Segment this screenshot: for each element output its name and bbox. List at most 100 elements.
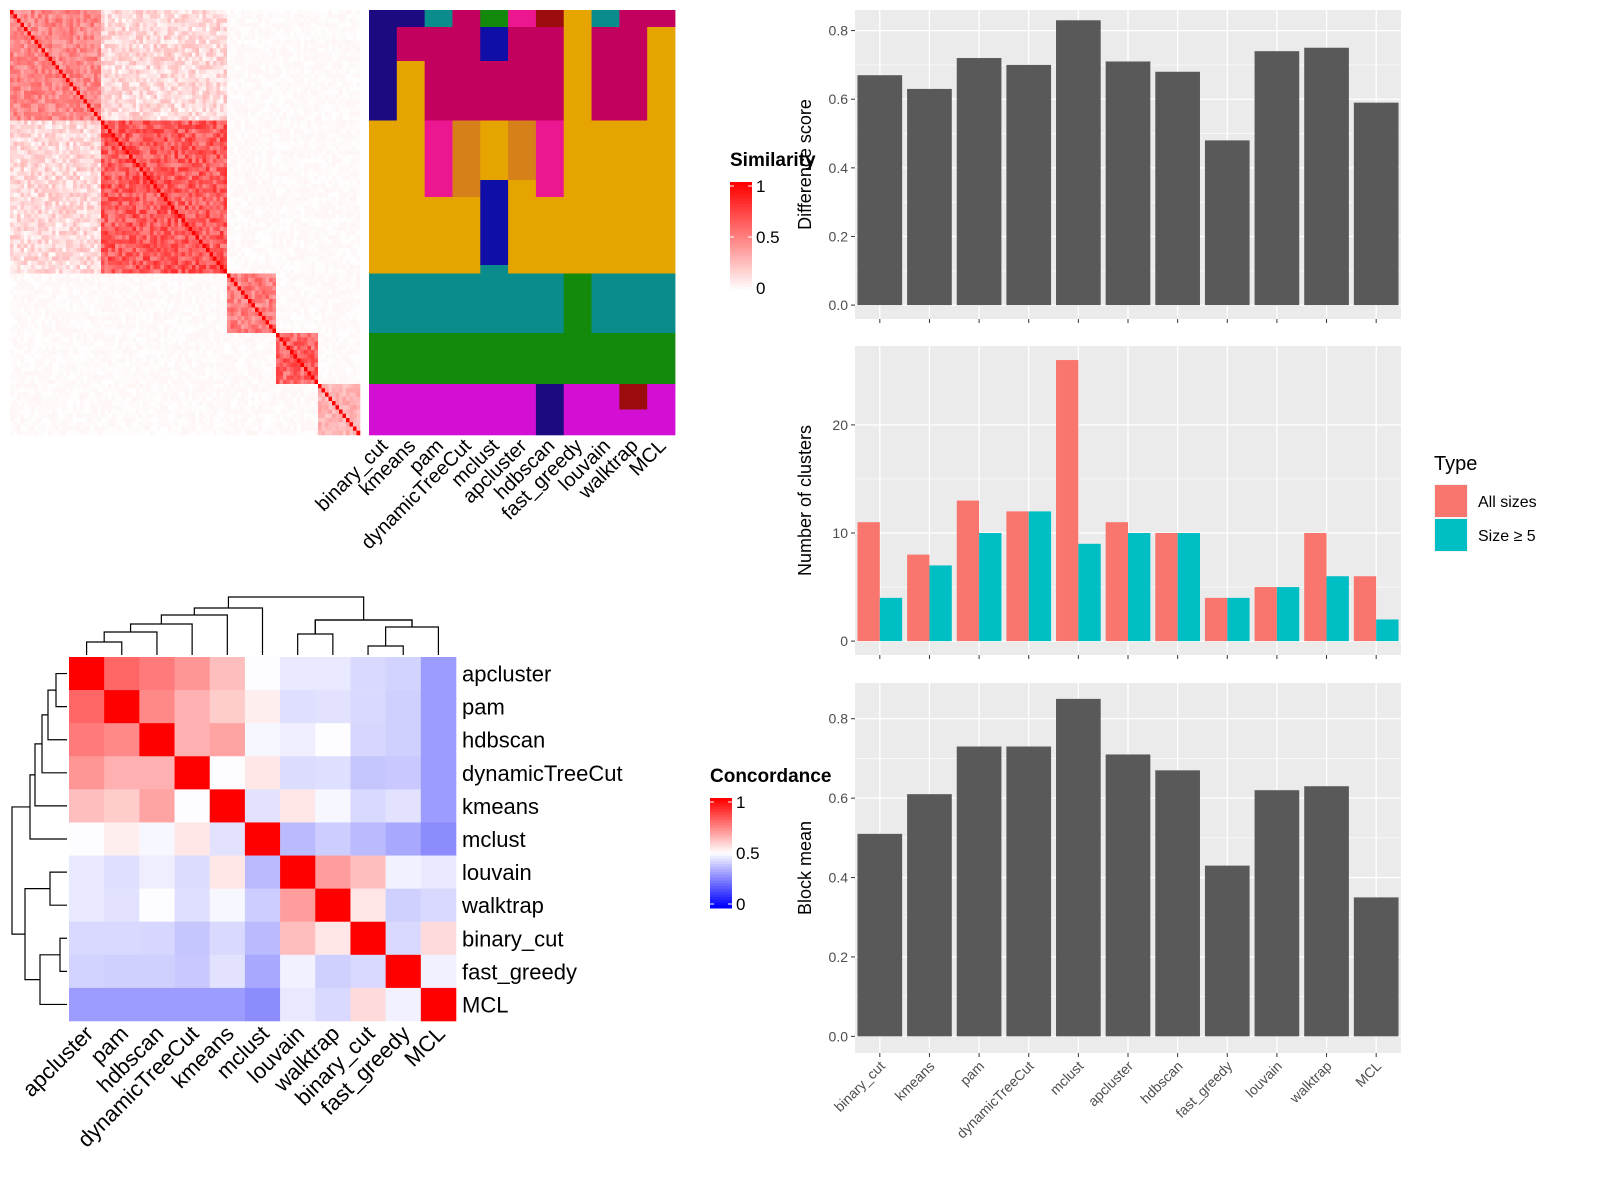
similarity-cell [167, 116, 172, 121]
similarity-cell [272, 158, 277, 164]
similarity-cell [181, 86, 186, 92]
similarity-cell [136, 82, 140, 87]
similarity-cell [332, 150, 336, 155]
similarity-cell [73, 167, 77, 172]
similarity-cell [279, 27, 284, 32]
similarity-cell [52, 175, 56, 181]
similarity-cell [69, 39, 74, 45]
similarity-cell [125, 214, 130, 219]
similarity-cell [202, 120, 207, 126]
similarity-cell [55, 44, 60, 49]
similarity-cell [34, 201, 39, 206]
similarity-cell [311, 163, 315, 168]
similarity-cell [356, 171, 361, 177]
similarity-cell [300, 129, 305, 134]
similarity-cell [69, 201, 74, 206]
similarity-cell [129, 209, 133, 215]
similarity-cell [248, 163, 252, 168]
similarity-cell [234, 184, 238, 189]
similarity-cell [321, 61, 326, 66]
similarity-cell [146, 180, 151, 185]
similarity-cell [255, 218, 259, 223]
similarity-cell [97, 99, 102, 104]
similarity-cell [195, 52, 200, 58]
similarity-cell [356, 201, 361, 206]
similarity-cell [272, 44, 277, 49]
similarity-cell [332, 175, 336, 181]
similarity-cell [31, 180, 35, 185]
similarity-cell [335, 78, 340, 83]
similarity-cell [104, 201, 109, 206]
similarity-cell [300, 171, 305, 177]
similarity-cell [139, 197, 144, 202]
similarity-cell [248, 48, 252, 53]
similarity-cell [31, 214, 35, 219]
similarity-cell [328, 73, 333, 79]
similarity-cell [132, 141, 137, 147]
similarity-cell [38, 35, 42, 41]
similarity-cell [251, 44, 256, 49]
similarity-cell [164, 188, 168, 194]
similarity-cell [321, 150, 326, 155]
similarity-cell [241, 154, 245, 160]
similarity-cell [108, 18, 112, 24]
similarity-cell [276, 120, 280, 126]
similarity-cell [353, 86, 357, 92]
similarity-cell [87, 137, 91, 143]
similarity-cell [276, 73, 280, 79]
similarity-cell [251, 137, 256, 143]
similarity-cell [10, 188, 14, 194]
similarity-cell [66, 205, 70, 211]
similarity-cell [356, 116, 361, 121]
similarity-cell [69, 112, 74, 117]
similarity-cell [185, 44, 189, 49]
similarity-cell [241, 197, 245, 202]
similarity-cell [17, 116, 21, 121]
similarity-cell [111, 112, 116, 117]
similarity-cell [73, 209, 77, 215]
similarity-cell [76, 112, 81, 117]
similarity-cell [38, 201, 42, 206]
similarity-cell [216, 73, 221, 79]
similarity-cell [94, 31, 98, 36]
similarity-cell [52, 205, 56, 211]
similarity-cell [258, 171, 263, 177]
similarity-cell [269, 61, 273, 66]
similarity-cell [209, 35, 214, 41]
similarity-cell [48, 116, 53, 121]
similarity-cell [83, 99, 88, 104]
similarity-cell [111, 95, 116, 100]
similarity-cell [153, 35, 158, 41]
similarity-cell [223, 133, 228, 138]
similarity-cell [234, 158, 238, 164]
similarity-cell [269, 158, 273, 164]
similarity-cell [108, 201, 112, 206]
similarity-cell [101, 90, 105, 96]
similarity-cell [269, 175, 273, 181]
similarity-cell [213, 78, 217, 83]
similarity-cell [265, 184, 270, 189]
similarity-cell [80, 150, 84, 155]
similarity-cell [220, 73, 224, 79]
similarity-cell [206, 146, 210, 151]
similarity-cell [143, 78, 147, 83]
similarity-cell [27, 10, 32, 15]
similarity-cell [45, 61, 49, 66]
similarity-cell [41, 112, 46, 117]
similarity-cell [276, 154, 280, 160]
similarity-cell [318, 99, 322, 104]
similarity-cell [251, 175, 256, 181]
similarity-cell [31, 175, 35, 181]
similarity-cell [125, 133, 130, 138]
similarity-cell [146, 103, 151, 109]
similarity-cell [209, 197, 214, 202]
similarity-cell [220, 209, 224, 215]
similarity-cell [90, 27, 95, 32]
similarity-cell [87, 65, 91, 70]
similarity-cell [34, 112, 39, 117]
similarity-cell [339, 35, 343, 41]
similarity-cell [199, 112, 203, 117]
similarity-cell [272, 69, 277, 75]
similarity-cell [223, 39, 228, 45]
similarity-cell [332, 158, 336, 164]
